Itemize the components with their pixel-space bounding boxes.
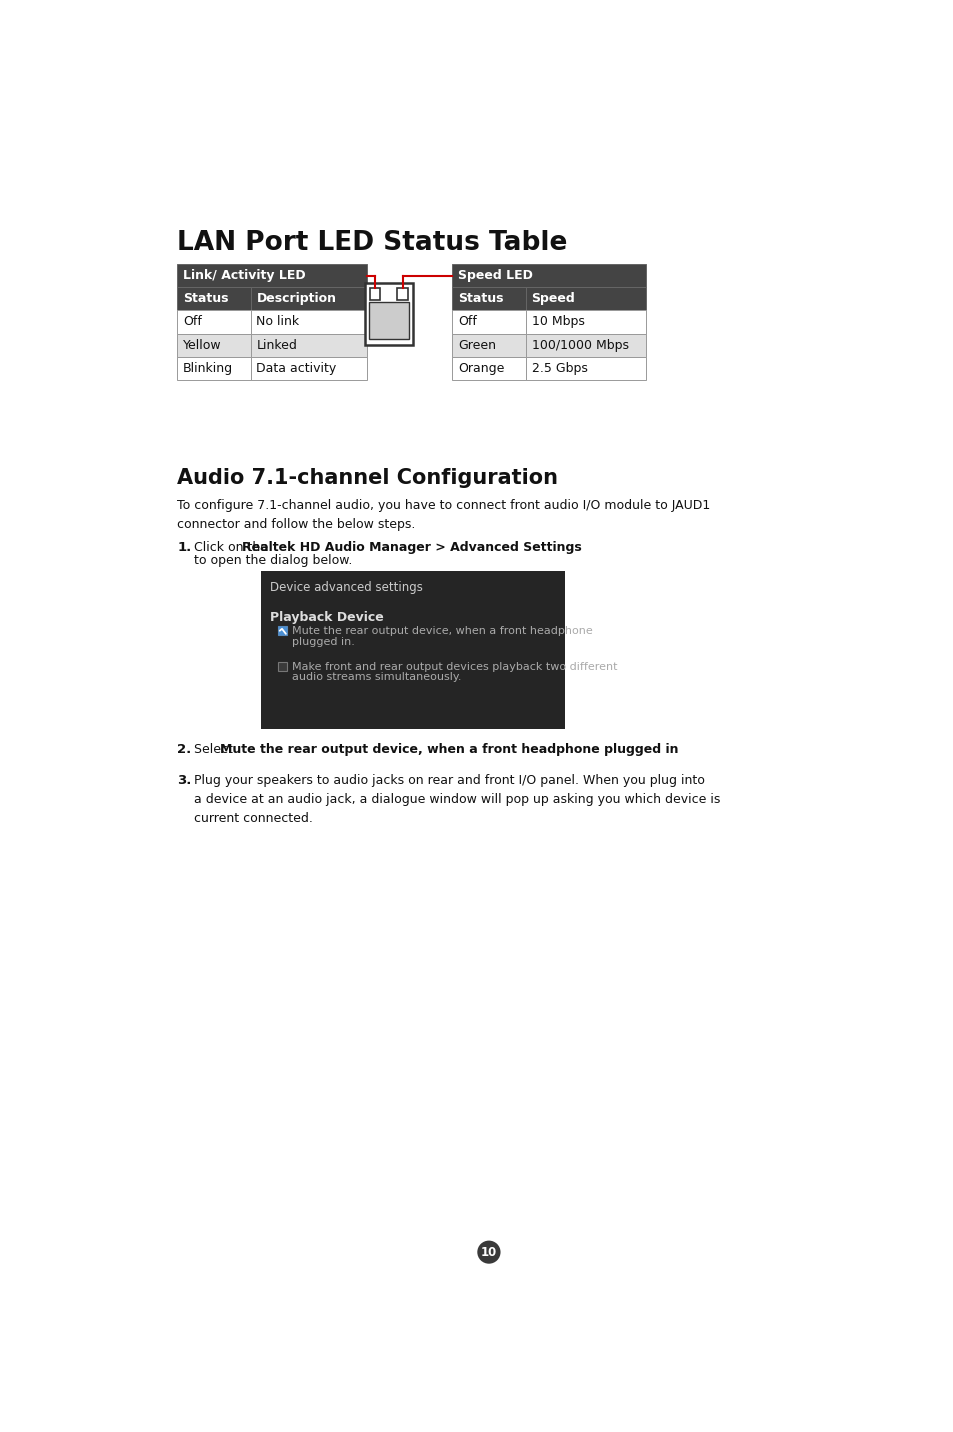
Text: Mute the rear output device, when a front headphone plugged in: Mute the rear output device, when a fron… xyxy=(220,743,678,756)
Text: Green: Green xyxy=(457,338,496,352)
Text: .: . xyxy=(483,743,487,756)
Bar xyxy=(177,265,367,288)
Text: Data activity: Data activity xyxy=(256,362,336,375)
Bar xyxy=(177,357,251,379)
Bar xyxy=(452,357,525,379)
Text: Realtek HD Audio Manager > Advanced Settings: Realtek HD Audio Manager > Advanced Sett… xyxy=(242,541,581,554)
Bar xyxy=(369,302,409,339)
Text: to open the dialog below.: to open the dialog below. xyxy=(194,554,353,567)
Bar xyxy=(452,288,525,311)
Bar xyxy=(177,288,251,311)
Text: Off: Off xyxy=(183,315,201,328)
Bar xyxy=(452,311,525,334)
Bar xyxy=(365,284,413,345)
Bar xyxy=(397,288,407,301)
Text: Description: Description xyxy=(256,292,336,305)
Text: 10 Mbps: 10 Mbps xyxy=(531,315,584,328)
Bar xyxy=(251,357,367,379)
Bar xyxy=(261,571,564,729)
Circle shape xyxy=(476,1240,500,1263)
Bar xyxy=(177,311,251,334)
Bar xyxy=(525,357,645,379)
Bar xyxy=(452,334,525,357)
Text: LAN Port LED Status Table: LAN Port LED Status Table xyxy=(177,229,567,255)
Text: Device advanced settings: Device advanced settings xyxy=(270,581,423,594)
Text: Status: Status xyxy=(457,292,503,305)
Text: 1.: 1. xyxy=(177,541,192,554)
Bar xyxy=(452,265,645,288)
Text: Blinking: Blinking xyxy=(183,362,233,375)
Bar xyxy=(278,662,287,670)
Text: Speed LED: Speed LED xyxy=(457,269,532,282)
Bar xyxy=(525,288,645,311)
Text: To configure 7.1-channel audio, you have to connect front audio I/O module to JA: To configure 7.1-channel audio, you have… xyxy=(177,500,710,531)
Text: 100/1000 Mbps: 100/1000 Mbps xyxy=(531,338,628,352)
Text: 3.: 3. xyxy=(177,773,192,788)
Text: Off: Off xyxy=(457,315,476,328)
Text: Orange: Orange xyxy=(457,362,504,375)
Bar xyxy=(177,334,251,357)
Text: Linked: Linked xyxy=(256,338,297,352)
Text: audio streams simultaneously.: audio streams simultaneously. xyxy=(292,673,461,682)
Text: plugged in.: plugged in. xyxy=(292,637,355,647)
Text: Link/ Activity LED: Link/ Activity LED xyxy=(183,269,305,282)
Text: No link: No link xyxy=(256,315,299,328)
Bar xyxy=(525,334,645,357)
Text: Audio 7.1-channel Configuration: Audio 7.1-channel Configuration xyxy=(177,468,558,488)
Text: Click on the: Click on the xyxy=(194,541,273,554)
Text: Playback Device: Playback Device xyxy=(270,610,384,624)
Text: Plug your speakers to audio jacks on rear and front I/O panel. When you plug int: Plug your speakers to audio jacks on rea… xyxy=(194,773,720,825)
Text: Status: Status xyxy=(183,292,228,305)
Text: 2.: 2. xyxy=(177,743,192,756)
Bar xyxy=(251,334,367,357)
Bar xyxy=(251,311,367,334)
Text: Speed: Speed xyxy=(531,292,575,305)
Text: Mute the rear output device, when a front headphone: Mute the rear output device, when a fron… xyxy=(292,626,592,636)
Text: Select: Select xyxy=(194,743,237,756)
Bar xyxy=(370,288,380,301)
Bar xyxy=(251,288,367,311)
Text: Yellow: Yellow xyxy=(183,338,221,352)
Bar xyxy=(278,626,287,636)
Bar xyxy=(525,311,645,334)
Text: 2.5 Gbps: 2.5 Gbps xyxy=(531,362,587,375)
Text: 10: 10 xyxy=(480,1246,497,1259)
Text: Make front and rear output devices playback two different: Make front and rear output devices playb… xyxy=(292,662,617,672)
